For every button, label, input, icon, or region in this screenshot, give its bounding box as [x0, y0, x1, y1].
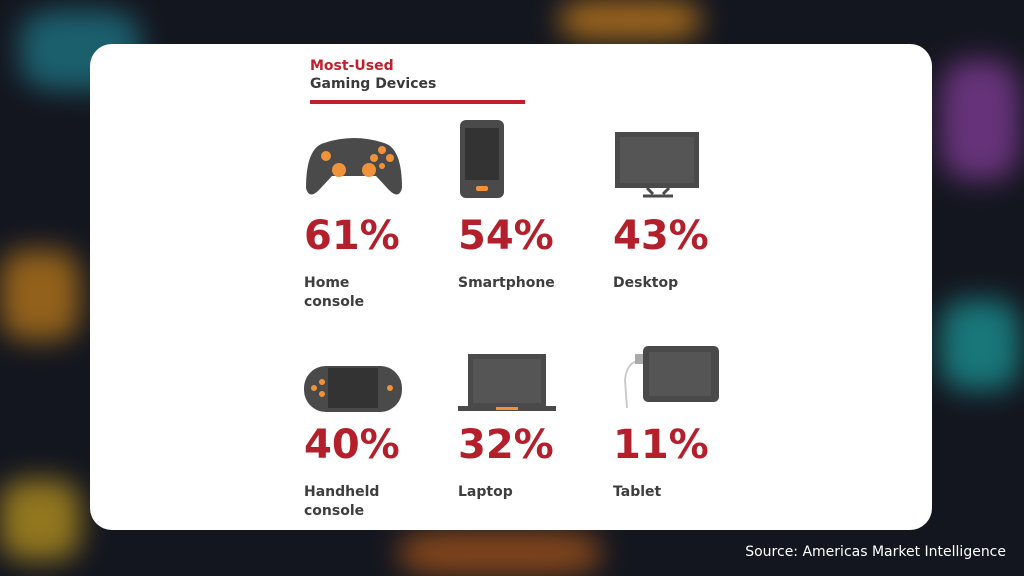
- stat-value: 61%: [304, 213, 400, 259]
- stat-item: 54% Smartphone: [458, 214, 598, 293]
- stat-value: 11%: [613, 422, 709, 468]
- stat-label: Home console: [304, 275, 365, 310]
- source: Source: Americas Market Intelligence: [745, 544, 1006, 560]
- stat-item: 32% Laptop: [458, 423, 598, 502]
- stat-item: 40% Handheld console: [304, 423, 444, 521]
- blob: [560, 0, 700, 40]
- blob: [940, 60, 1020, 180]
- device-icon: [458, 354, 556, 411]
- device-icon: [615, 132, 699, 198]
- stat-label: Tablet: [613, 484, 662, 500]
- blob: [400, 530, 600, 576]
- device-icon: [460, 120, 504, 198]
- stat-value: 40%: [304, 422, 400, 468]
- device-icon: [306, 138, 402, 195]
- card: [90, 44, 932, 530]
- title: Most-Used: [310, 58, 394, 74]
- stat-label: Desktop: [613, 275, 679, 291]
- blob: [940, 300, 1020, 390]
- title-rule: [310, 100, 525, 104]
- stat-item: 43% Desktop: [613, 214, 753, 293]
- stat-value: 32%: [458, 422, 554, 468]
- stat-value: 43%: [613, 213, 709, 259]
- stat-label: Handheld console: [304, 484, 380, 519]
- title: Gaming Devices: [310, 76, 437, 92]
- blob: [0, 250, 80, 340]
- device-icon: [623, 346, 719, 409]
- blob: [0, 480, 80, 560]
- stat-label: Smartphone: [458, 275, 555, 291]
- stat-item: 61% Home console: [304, 214, 444, 312]
- stat-label: Laptop: [458, 484, 513, 500]
- stat-value: 54%: [458, 213, 554, 259]
- device-icon: [304, 366, 402, 412]
- stat-item: 11% Tablet: [613, 423, 753, 502]
